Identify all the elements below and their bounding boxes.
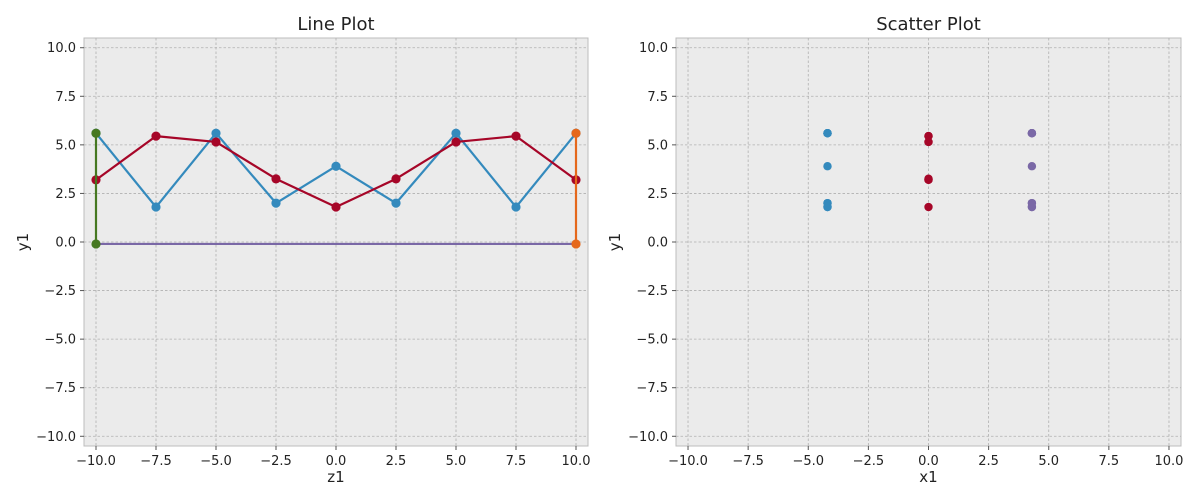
series-1 (91, 131, 581, 212)
y-tick-label: −5.0 (636, 333, 668, 348)
x-tick-label: 0.0 (326, 454, 347, 469)
y-tick-label: 0.0 (55, 236, 76, 251)
data-point (451, 137, 461, 147)
x-tick-label: −2.5 (853, 454, 885, 469)
data-point (271, 174, 281, 184)
series-4 (571, 128, 581, 249)
data-point (571, 239, 581, 249)
data-point (271, 198, 281, 208)
y-tick-label: 10.0 (639, 41, 668, 56)
data-point (823, 129, 832, 138)
y-tick-label: 0.0 (647, 236, 668, 251)
data-point (391, 174, 401, 184)
data-point (391, 198, 401, 208)
x-axis-label: x1 (919, 468, 937, 486)
y-tick-label: −7.5 (636, 381, 668, 396)
data-point (1027, 202, 1037, 212)
data-point (511, 202, 521, 212)
data-point (451, 128, 461, 138)
series-1 (924, 131, 933, 212)
data-point (1027, 162, 1037, 171)
data-point (924, 175, 933, 185)
y-tick-label: −10.0 (628, 430, 668, 445)
y-tick-label: 10.0 (47, 41, 76, 56)
y-tick-label: −7.5 (44, 381, 76, 396)
x-tick-label: 10.0 (1154, 454, 1183, 469)
data-point (823, 202, 832, 212)
x-tick-label: 0.0 (918, 454, 939, 469)
line-plot: −10.0 −7.5 −5.0 −2.5 0.0 2.5 5.0 7.5 10.0 −10.0 −7… (14, 14, 590, 486)
x-tick-label: 7.5 (506, 454, 527, 469)
chart-title: Line Plot (297, 14, 374, 35)
gridlines (676, 38, 1181, 446)
x-tick-label: 7.5 (1099, 454, 1120, 469)
data-point (924, 131, 933, 141)
data-point (571, 128, 581, 138)
data-point (211, 128, 221, 138)
data-point (331, 161, 341, 171)
x-tick-label: −2.5 (260, 454, 292, 469)
y-tick-label: 5.0 (647, 138, 668, 153)
series-3 (91, 128, 101, 249)
data-point (151, 202, 161, 212)
y-tick-label: −10.0 (36, 430, 76, 445)
x-tick-label: −7.5 (140, 454, 172, 469)
x-tick-label: −5.0 (200, 454, 232, 469)
y-tick-label: −2.5 (636, 284, 668, 299)
y-tick-label: −2.5 (44, 284, 76, 299)
data-point (331, 202, 341, 212)
chart-title: Scatter Plot (876, 14, 981, 35)
data-point (1027, 129, 1037, 138)
series-0 (823, 129, 832, 212)
x-tick-label: −10.0 (668, 454, 708, 469)
x-tick-label: 2.5 (978, 454, 999, 469)
y-tick-label: −5.0 (44, 333, 76, 348)
x-tick-label: 5.0 (446, 454, 467, 469)
x-axis-label: z1 (327, 468, 344, 486)
x-tick-label: 10.0 (562, 454, 591, 469)
data-point (924, 137, 933, 147)
data-point (91, 128, 101, 138)
gridlines (84, 38, 588, 446)
x-tick-label: −7.5 (732, 454, 764, 469)
y-tick-label: 2.5 (647, 187, 668, 202)
series-2 (1027, 129, 1037, 212)
y-tick-label: 2.5 (55, 187, 76, 202)
y-axis-label: y1 (14, 233, 32, 251)
y-tick-label: 5.0 (55, 138, 76, 153)
y-axis-label: y1 (606, 233, 624, 251)
x-tick-label: −5.0 (792, 454, 824, 469)
data-point (91, 239, 101, 249)
x-tick-label: −10.0 (76, 454, 116, 469)
data-point (511, 131, 521, 141)
y-tick-label: 7.5 (55, 90, 76, 105)
y-tick-label: 7.5 (647, 90, 668, 105)
x-tick-label: 5.0 (1038, 454, 1059, 469)
x-tick-label: 2.5 (386, 454, 407, 469)
data-point (924, 202, 933, 212)
data-point (211, 137, 221, 147)
data-point (151, 131, 161, 141)
scatter-plot: −10.0 −7.5 −5.0 −2.5 0.0 2.5 5.0 7.5 10.0 −10.0 −7… (606, 14, 1183, 486)
data-point (823, 162, 832, 171)
